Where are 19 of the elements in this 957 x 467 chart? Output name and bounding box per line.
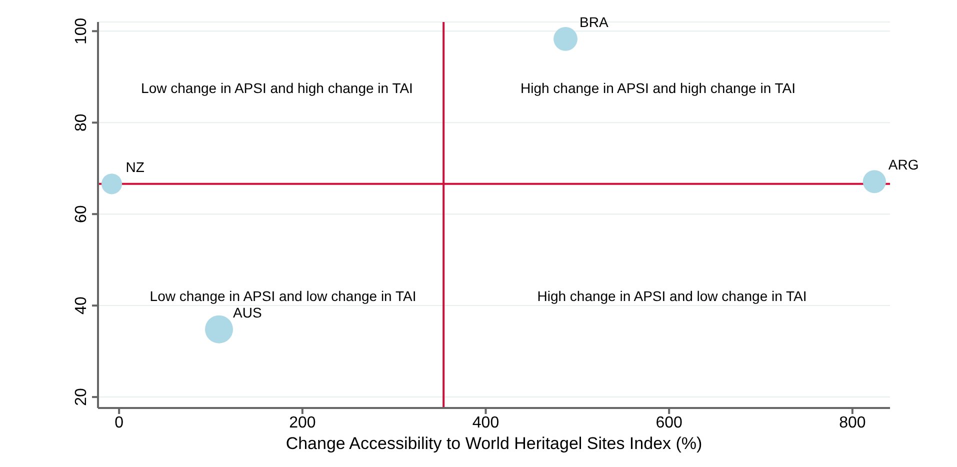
x-tick-label: 800 [839,414,866,432]
y-tick-label: 40 [73,296,90,314]
series-label: NZ [126,158,145,175]
annotation: Low change in APSI and high change in TAI [141,80,413,96]
y-tick-label: 20 [73,388,90,406]
annotation: High change in APSI and low change in TAI [537,288,807,304]
y-tick-label: 100 [73,18,90,44]
series-label: ARG [888,156,919,173]
y-tick-label: 80 [73,114,90,132]
series-label: AUS [233,304,262,320]
x-tick-label: 200 [289,414,316,432]
annotation: Low change in APSI and low change in TAI [150,288,416,304]
x-tick-label: 600 [656,414,683,432]
x-tick-label: 0 [114,414,124,432]
y-tick-label: 60 [73,205,90,223]
series-label: BRA [580,14,609,30]
x-axis-title: Change Accessibility to World Heritagel Sites Index (%) [284,434,704,454]
annotation: High change in APSI and high change in TAI [520,80,796,96]
x-tick-label: 400 [472,414,500,432]
